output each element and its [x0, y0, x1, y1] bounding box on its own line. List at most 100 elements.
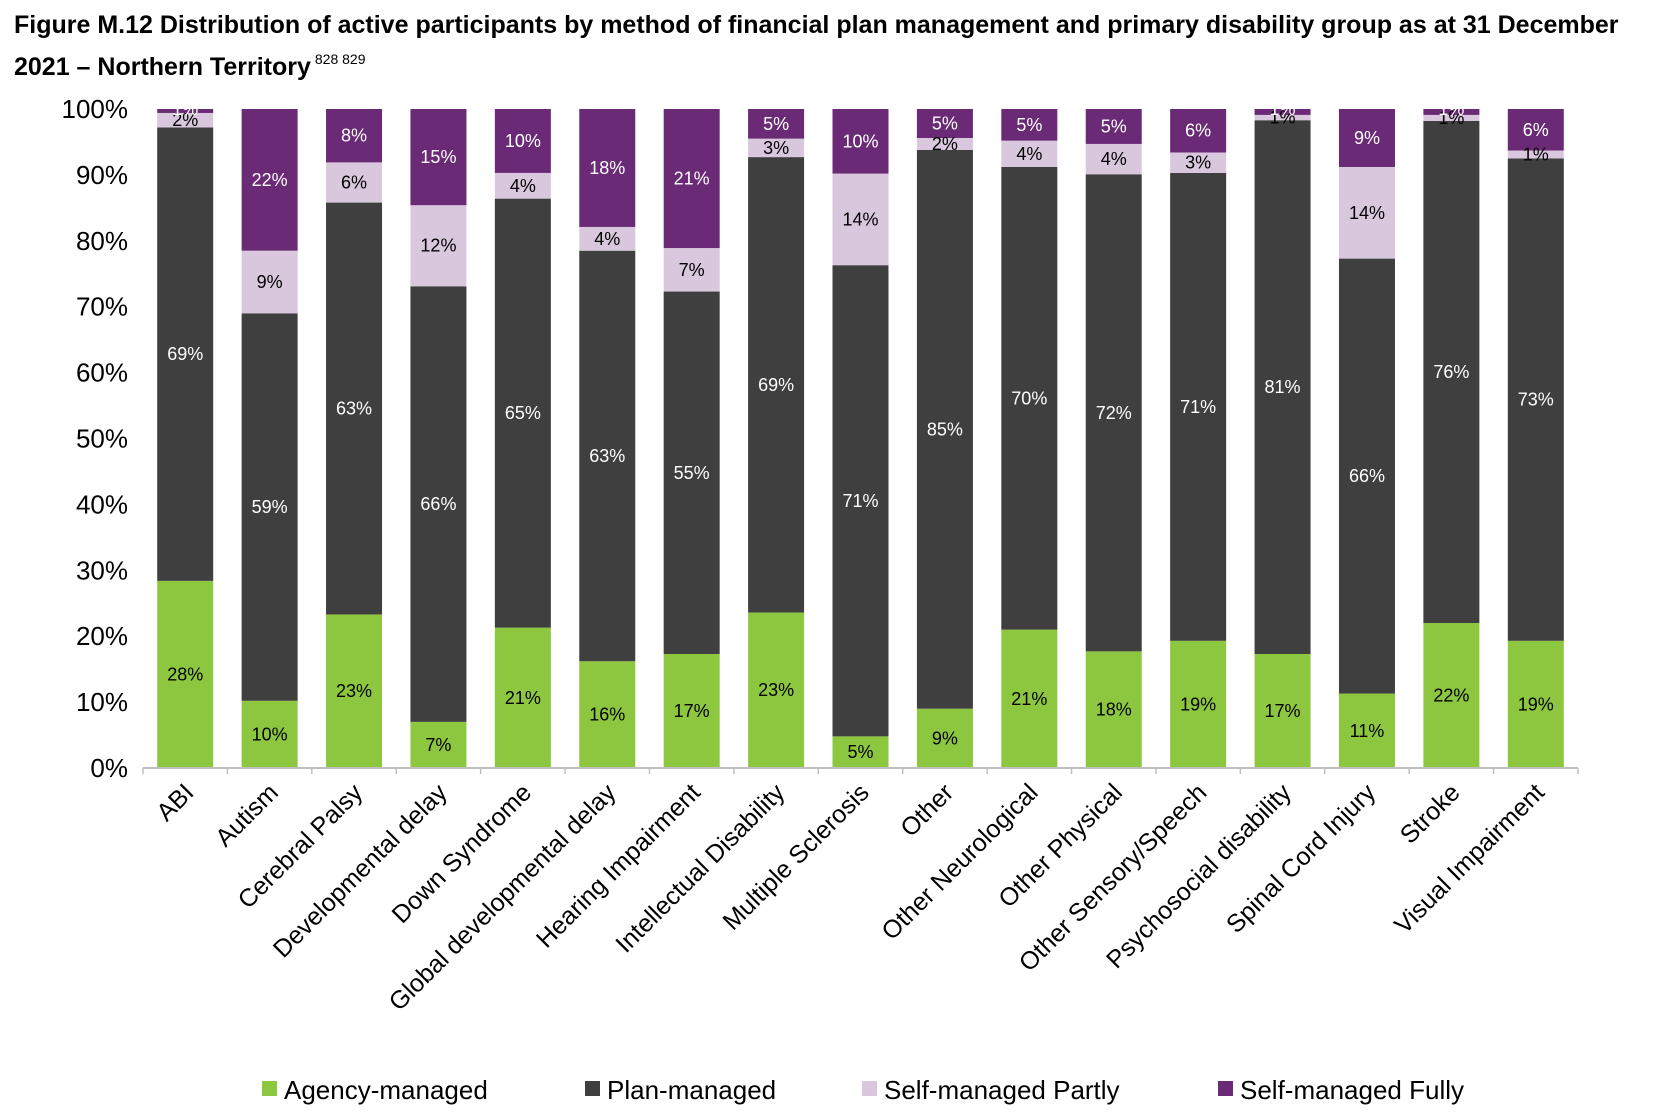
bar-segment-plan-managed: [410, 286, 467, 722]
data-label: 4%: [510, 176, 536, 196]
bar-segment-self-managed-fully: [832, 109, 889, 174]
bar-segment-plan-managed: [579, 250, 636, 662]
data-label: 55%: [674, 463, 710, 483]
data-label: 9%: [1354, 128, 1380, 148]
bar-segment-agency-managed: [832, 736, 889, 768]
data-label: 71%: [842, 491, 878, 511]
data-label: 5%: [847, 742, 873, 762]
data-label: 1%: [172, 99, 198, 119]
bar-segment-plan-managed: [916, 149, 973, 709]
bar-segment-self-managed-partly: [1507, 150, 1564, 159]
y-tick-label: 0%: [90, 753, 128, 783]
data-label: 1%: [1438, 99, 1464, 119]
bar-segment-self-managed-fully: [579, 109, 636, 227]
chart-title: Figure M.12 Distribution of active parti…: [14, 8, 1654, 84]
y-tick-label: 10%: [76, 687, 128, 717]
data-label: 5%: [932, 113, 958, 133]
legend-swatch: [1218, 1081, 1233, 1096]
bar-segment-self-managed-fully: [1338, 109, 1395, 167]
bar-segment-agency-managed: [1254, 653, 1311, 768]
bar-segment-self-managed-fully: [748, 109, 805, 139]
bar-segment-plan-managed: [326, 202, 383, 615]
bar-stroke: 22% 76% 1%1%: [1423, 99, 1480, 768]
data-label: 21%: [1011, 689, 1047, 709]
y-tick-label: 70%: [76, 292, 128, 322]
bar-other-physical: 18% 72% 4% 5%: [1085, 109, 1142, 768]
y-tick-label: 40%: [76, 489, 128, 519]
data-label: 23%: [336, 681, 372, 701]
x-tick-label: Other Neurological: [876, 778, 1043, 945]
data-label: 4%: [1016, 144, 1042, 164]
x-tick-label: Spinal Cord Injury: [1221, 778, 1382, 939]
x-tick-label: Intellectual Disability: [610, 778, 790, 958]
bar-segment-self-managed-partly: [1254, 114, 1311, 121]
bar-multiple-sclerosis: 5% 71% 14% 10%: [832, 109, 889, 768]
bar-segment-agency-managed: [494, 627, 551, 768]
bar-segment-self-managed-partly: [1170, 152, 1227, 173]
bar-abi: 28% 69% 2%1%: [157, 99, 214, 768]
bar-segment-self-managed-fully: [1170, 109, 1227, 153]
bar-segment-plan-managed: [1254, 120, 1311, 654]
bar-segment-plan-managed: [494, 198, 551, 628]
bar-segment-self-managed-partly: [410, 205, 467, 287]
data-label: 73%: [1518, 390, 1554, 410]
data-label: 19%: [1518, 694, 1554, 714]
legend-label: Self-managed Fully: [1240, 1075, 1464, 1105]
y-tick-label: 90%: [76, 160, 128, 190]
bar-segment-self-managed-partly: [1085, 143, 1142, 175]
legend-item-self-managed-fully: Self-managed Fully: [1218, 1075, 1464, 1105]
bar-segment-self-managed-fully: [1423, 109, 1480, 115]
data-label: 21%: [674, 169, 710, 189]
data-label: 85%: [927, 419, 963, 439]
data-label: 17%: [1265, 701, 1301, 721]
bar-other-neurological: 21% 70% 4% 5%: [1001, 109, 1058, 768]
footnote-refs: 828 829: [314, 51, 366, 67]
x-tick-label: Other: [895, 778, 959, 842]
data-label: 69%: [758, 375, 794, 395]
data-label: 5%: [1016, 115, 1042, 135]
y-tick-label: 100%: [62, 94, 129, 124]
bar-down-syndrome: 21% 65% 4% 10%: [494, 109, 551, 768]
data-label: 16%: [589, 705, 625, 725]
legend-label: Plan-managed: [607, 1075, 776, 1105]
data-label: 5%: [763, 114, 789, 134]
data-label: 7%: [679, 260, 705, 280]
legend-swatch: [585, 1081, 600, 1096]
y-axis: 0% 10% 20% 30% 40% 50% 60% 70% 80% 90% 100%: [62, 94, 129, 783]
bar-spinal-cord-injury: 11% 66% 14% 9%: [1338, 109, 1395, 768]
data-label: 81%: [1265, 377, 1301, 397]
y-tick-label: 50%: [76, 424, 128, 454]
bar-segment-self-managed-partly: [157, 112, 214, 128]
bar-segment-agency-managed: [748, 612, 805, 768]
bar-segment-self-managed-partly: [1338, 166, 1395, 259]
data-label: 11%: [1350, 721, 1385, 741]
bar-segment-plan-managed: [832, 265, 889, 737]
data-label: 8%: [341, 126, 367, 146]
data-label: 63%: [336, 399, 372, 419]
bar-segment-agency-managed: [241, 700, 298, 768]
data-label: 4%: [594, 229, 620, 249]
data-label: 6%: [1523, 120, 1549, 140]
data-label: 19%: [1180, 694, 1216, 714]
bar-segment-agency-managed: [916, 708, 973, 768]
legend-item-agency-managed: Agency-managed: [262, 1075, 488, 1105]
bar-cerebral-palsy: 23% 63% 6% 8%: [326, 109, 383, 768]
y-tick-label: 20%: [76, 621, 128, 651]
data-label: 10%: [505, 131, 541, 151]
bar-segment-plan-managed: [1423, 120, 1480, 624]
bar-segment-self-managed-fully: [1001, 109, 1058, 141]
bar-segment-self-managed-partly: [916, 137, 973, 150]
x-tick-label: Stroke: [1395, 778, 1466, 849]
bar-segment-agency-managed: [1085, 651, 1142, 768]
data-label: 23%: [758, 680, 794, 700]
legend-label: Agency-managed: [284, 1075, 488, 1105]
data-label: 10%: [252, 724, 288, 744]
data-label: 3%: [1185, 153, 1211, 173]
bar-global-developmental-delay: 16% 63% 4% 18%: [579, 109, 636, 768]
bar-visual-impairment: 19% 73% 1% 6%: [1507, 109, 1564, 768]
bar-intellectual-disability: 23% 69% 3% 5%: [748, 109, 805, 768]
bar-autism: 10% 59% 9% 22%: [241, 109, 298, 768]
legend-swatch: [262, 1081, 277, 1096]
data-label: 17%: [674, 701, 710, 721]
